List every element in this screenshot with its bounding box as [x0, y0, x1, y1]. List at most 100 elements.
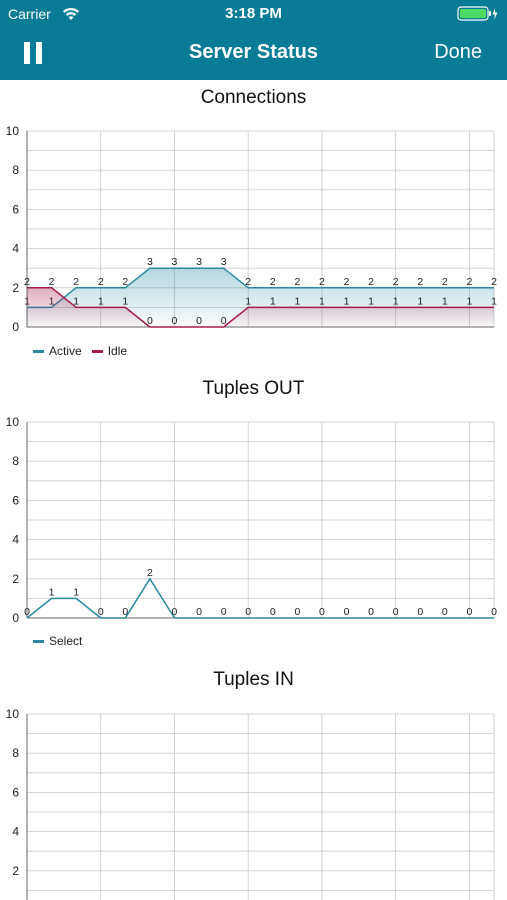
data-label: 2: [466, 276, 472, 288]
y-tick-label: 8: [12, 454, 19, 468]
legend-label-active: Active: [49, 344, 82, 358]
y-tick-label: 2: [12, 864, 19, 878]
data-label: 0: [466, 606, 472, 618]
series-line-idle: [27, 287, 494, 328]
data-label: 0: [245, 606, 251, 618]
pause-button[interactable]: [20, 40, 50, 68]
y-tick-label: 10: [6, 415, 20, 429]
series-line-select: [26, 577, 494, 619]
legend-swatch-idle: [91, 349, 103, 353]
data-label: 2: [245, 276, 251, 288]
data-label: 1: [122, 295, 128, 307]
data-label: 0: [172, 606, 178, 618]
data-label: 1: [417, 295, 423, 307]
pause-icon: [24, 42, 30, 64]
done-button[interactable]: Done: [434, 41, 482, 63]
data-label: 1: [466, 295, 472, 307]
legend-swatch-active: [33, 349, 44, 353]
data-label: 0: [368, 606, 374, 618]
data-label: 0: [344, 606, 350, 618]
data-label: 1: [294, 295, 300, 307]
series-line-active: [27, 267, 494, 309]
data-label: 0: [221, 315, 227, 327]
data-label: 2: [368, 276, 374, 288]
data-label: 2: [344, 276, 350, 288]
data-label: 0: [417, 606, 423, 618]
data-label: 3: [221, 256, 227, 268]
data-label: 2: [147, 567, 153, 579]
y-tick-label: 2: [12, 572, 19, 586]
y-tick-label: 8: [12, 163, 19, 177]
chart-title-tuples-in: Tuples IN: [213, 669, 294, 690]
data-label: 2: [417, 276, 423, 288]
y-tick-label: 0: [12, 611, 19, 625]
status-bar: Carrier 3:18 PM: [0, 0, 507, 28]
tuples-out-legend: Select: [33, 634, 92, 648]
y-tick-label: 2: [12, 281, 19, 295]
navigation-bar: Server Status Done: [0, 28, 507, 80]
data-label: 1: [98, 295, 104, 307]
data-label: 0: [491, 606, 497, 618]
y-tick-label: 6: [12, 202, 19, 216]
data-label: 3: [196, 256, 202, 268]
data-label: 1: [73, 295, 79, 307]
clock: 3:18 PM: [225, 5, 282, 22]
data-label: 0: [442, 606, 448, 618]
data-label: 0: [172, 315, 178, 327]
y-tick-label: 6: [12, 785, 19, 799]
data-label: 2: [24, 276, 30, 288]
data-label: 1: [245, 295, 251, 307]
data-label: 0: [393, 606, 399, 618]
data-label: 0: [221, 606, 227, 618]
data-label: 3: [172, 256, 178, 268]
data-label: 2: [49, 276, 55, 288]
data-label: 1: [491, 295, 497, 307]
data-label: 2: [442, 276, 448, 288]
data-label: 0: [24, 606, 30, 618]
battery-icon: [457, 6, 498, 21]
carrier-label: Carrier: [8, 6, 51, 22]
y-tick-label: 0: [12, 320, 19, 334]
y-tick-label: 10: [6, 124, 20, 138]
data-label: 1: [368, 295, 374, 307]
data-label: 2: [393, 276, 399, 288]
data-label: 1: [393, 295, 399, 307]
legend-swatch-select: [33, 639, 44, 643]
data-label: 2: [319, 276, 325, 288]
data-label: 0: [147, 315, 153, 327]
data-label: 0: [98, 606, 104, 618]
data-label: 2: [122, 276, 128, 288]
data-label: 0: [270, 606, 276, 618]
data-label: 0: [122, 606, 128, 618]
data-label: 2: [270, 276, 276, 288]
data-label: 2: [491, 276, 497, 288]
connections-legend: Active Idle: [33, 344, 137, 358]
data-label: 1: [319, 295, 325, 307]
chart-title-tuples-out: Tuples OUT: [202, 378, 305, 399]
y-tick-label: 8: [12, 746, 19, 760]
page-title: Server Status: [189, 41, 318, 63]
y-tick-label: 4: [12, 242, 19, 256]
y-tick-label: 4: [12, 533, 19, 547]
data-label: 2: [73, 276, 79, 288]
data-label: 0: [294, 606, 300, 618]
legend-label-idle: Idle: [107, 344, 128, 358]
data-label: 1: [49, 586, 55, 598]
data-label: 1: [73, 586, 79, 598]
data-label: 0: [196, 315, 202, 327]
data-label: 0: [319, 606, 325, 618]
data-label: 2: [294, 276, 300, 288]
data-label: 1: [344, 295, 350, 307]
chart-title-connections: Connections: [200, 87, 307, 108]
data-label: 2: [98, 276, 104, 288]
data-label: 0: [196, 606, 202, 618]
y-tick-label: 4: [12, 825, 19, 839]
legend-label-select: Select: [49, 634, 83, 648]
data-label: 1: [442, 295, 448, 307]
pause-icon: [36, 42, 42, 64]
y-tick-label: 10: [6, 707, 20, 721]
y-tick-label: 6: [12, 493, 19, 507]
